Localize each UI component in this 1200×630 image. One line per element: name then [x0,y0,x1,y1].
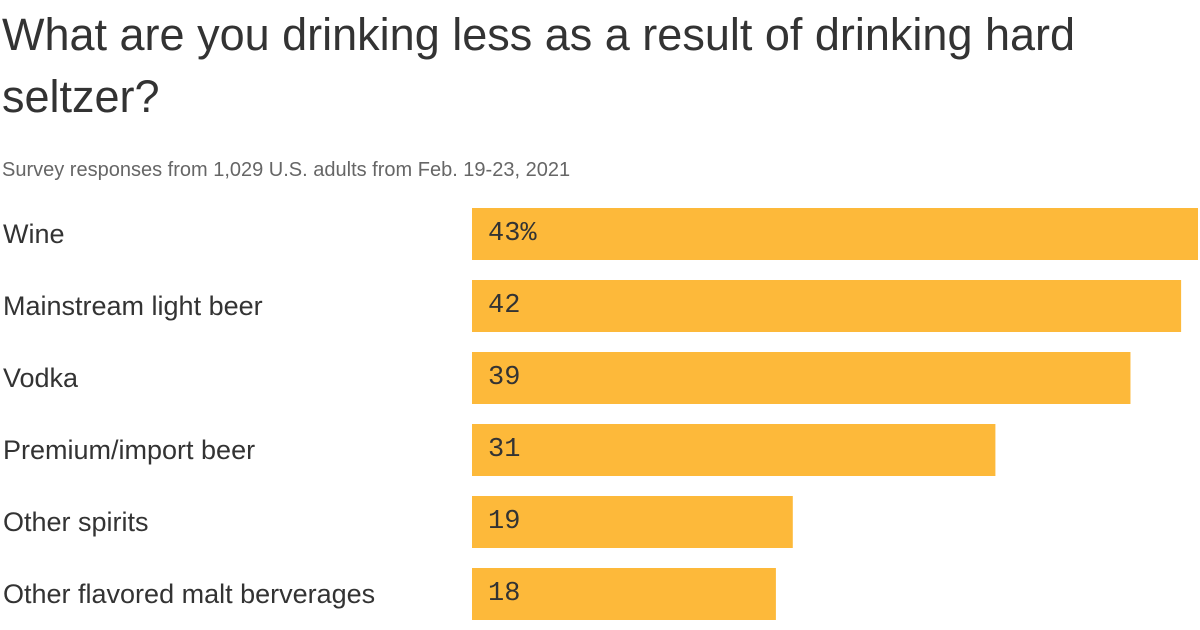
bar-row-wine: Wine 43% [3,208,1198,260]
bar-vodka [472,352,1131,404]
bar-mainstream-light-beer [472,280,1182,332]
value-label: 39 [488,363,520,393]
bar-premium-import-beer [472,424,996,476]
category-label: Other spirits [3,507,149,537]
bar-row-mainstream-light-beer: Mainstream light beer 42 [3,280,1182,332]
category-label: Wine [3,219,65,249]
category-label: Premium/import beer [3,435,255,465]
bar-row-vodka: Vodka 39 [3,352,1131,404]
value-label: 31 [488,435,520,465]
bar-row-premium-import-beer: Premium/import beer 31 [3,424,996,476]
value-label: 43% [488,219,537,249]
chart-title: What are you drinking less as a result o… [2,9,1076,122]
bar-row-other-spirits: Other spirits 19 [3,496,793,548]
bar-other-spirits [472,496,793,548]
bar-other-flavored-malt-berverages [472,568,776,620]
bar-wine [472,208,1198,260]
category-label: Other flavored malt berverages [3,579,375,609]
category-label: Vodka [3,363,79,393]
bar-row-other-flavored-malt-berverages: Other flavored malt berverages 18 [3,568,776,620]
value-label: 42 [488,291,520,321]
category-label: Mainstream light beer [3,291,263,321]
value-label: 18 [488,579,520,609]
value-label: 19 [488,507,520,537]
chart-subtitle: Survey responses from 1,029 U.S. adults … [2,159,571,181]
